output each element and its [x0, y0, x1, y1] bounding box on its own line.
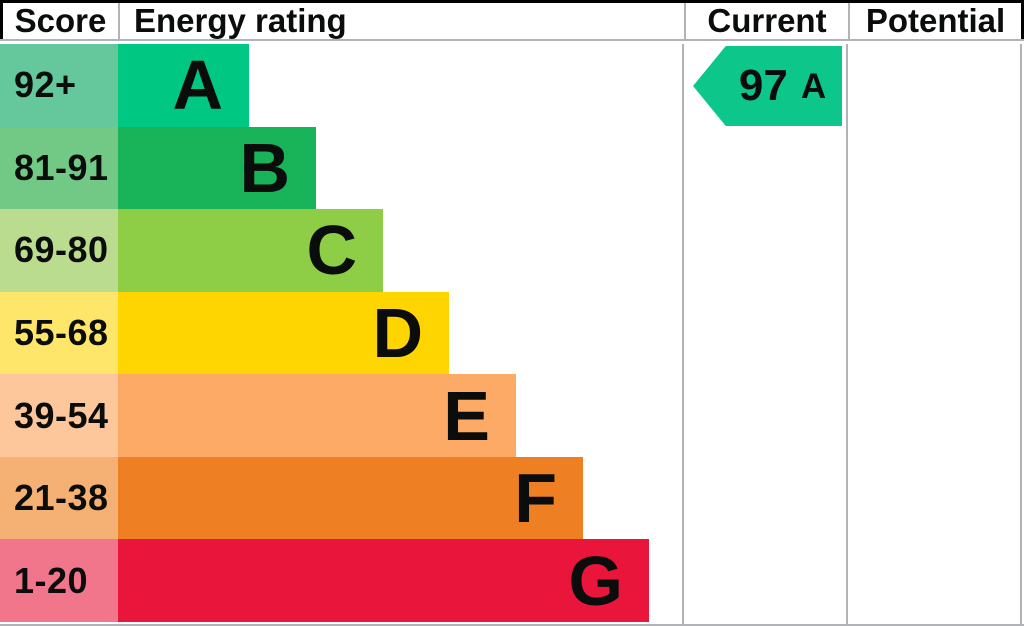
score-range-b: 81-91	[0, 126, 118, 210]
current-rating-value: 97	[738, 61, 788, 110]
current-rating-arrow: 97 A	[693, 46, 842, 126]
band-letter-b: B	[239, 128, 290, 207]
score-range-f: 21-38	[0, 456, 118, 540]
header-score: Score	[0, 3, 118, 39]
band-row-b: 81-91 B	[0, 126, 1024, 210]
current-rating-band: A	[800, 66, 827, 106]
bands: 92+ A 81-91 B 69-80 C 55-68 D 39-54 E 21-38 F 1-20 G	[0, 44, 1024, 623]
score-range-g: 1-20	[0, 539, 118, 623]
score-range-a: 92+	[0, 44, 118, 127]
band-row-f: 21-38 F	[0, 456, 1024, 540]
band-letter-e: E	[443, 376, 490, 455]
band-bar-c: C	[118, 209, 383, 292]
band-bar-a: A	[118, 44, 249, 127]
band-letter-c: C	[306, 211, 357, 290]
table-header: Score Energy rating Current Potential	[0, 3, 1024, 41]
band-letter-g: G	[568, 541, 623, 620]
band-row-e: 39-54 E	[0, 374, 1024, 457]
band-letter-d: D	[372, 294, 423, 373]
band-letter-f: F	[514, 459, 557, 538]
header-current: Current	[684, 3, 848, 39]
current-column-divider	[682, 44, 684, 624]
score-range-c: 69-80	[0, 209, 118, 292]
band-bar-f: F	[118, 456, 583, 540]
score-range-d: 55-68	[0, 291, 118, 375]
score-range-e: 39-54	[0, 374, 118, 457]
potential-column-divider	[846, 44, 848, 624]
band-bar-e: E	[118, 374, 516, 457]
header-potential: Potential	[848, 3, 1024, 39]
header-energy-rating: Energy rating	[118, 3, 684, 39]
band-row-d: 55-68 D	[0, 291, 1024, 375]
band-bar-d: D	[118, 291, 449, 375]
band-bar-g: G	[118, 539, 649, 623]
band-letter-a: A	[172, 46, 223, 125]
band-bar-b: B	[118, 126, 316, 210]
band-row-g: 1-20 G	[0, 539, 1024, 623]
right-border-line	[1020, 44, 1022, 624]
band-row-a: 92+ A	[0, 44, 1024, 127]
band-row-c: 69-80 C	[0, 209, 1024, 292]
